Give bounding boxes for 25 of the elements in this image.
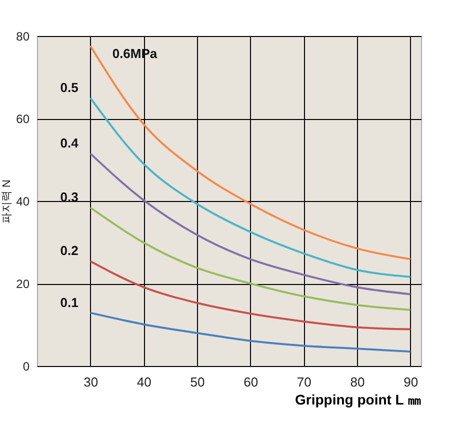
y-tick-label: 40 — [16, 194, 30, 208]
y-axis-title: 파지력 N — [1, 179, 14, 224]
line-series — [89, 312, 412, 353]
line-series — [89, 206, 412, 311]
x-tick-label: 80 — [350, 374, 365, 390]
x-tick-label: 30 — [84, 374, 98, 390]
series-label: 0.4 — [60, 136, 80, 151]
y-tick-label: 20 — [16, 277, 30, 291]
series-label: 0.5 — [60, 80, 78, 95]
line-series — [89, 152, 412, 296]
series-label: 0.1 — [60, 294, 78, 310]
x-tick-label: 90 — [404, 374, 418, 390]
x-tick-label: 50 — [190, 374, 205, 390]
y-tick-label: 0 — [22, 360, 30, 374]
x-tick-label: 70 — [296, 374, 312, 390]
y-tick-label: 60 — [16, 112, 30, 126]
x-axis-title: Gripping point L ㎜ — [295, 392, 422, 408]
y-tick-label: 80 — [16, 30, 30, 44]
line-series — [89, 44, 412, 260]
series-label: 0.2 — [60, 243, 78, 258]
x-tick-label: 40 — [136, 374, 152, 390]
series-label: 0.3 — [60, 190, 78, 205]
x-tick-label: 60 — [244, 374, 258, 390]
line-series — [89, 96, 412, 278]
line-series — [89, 260, 412, 330]
